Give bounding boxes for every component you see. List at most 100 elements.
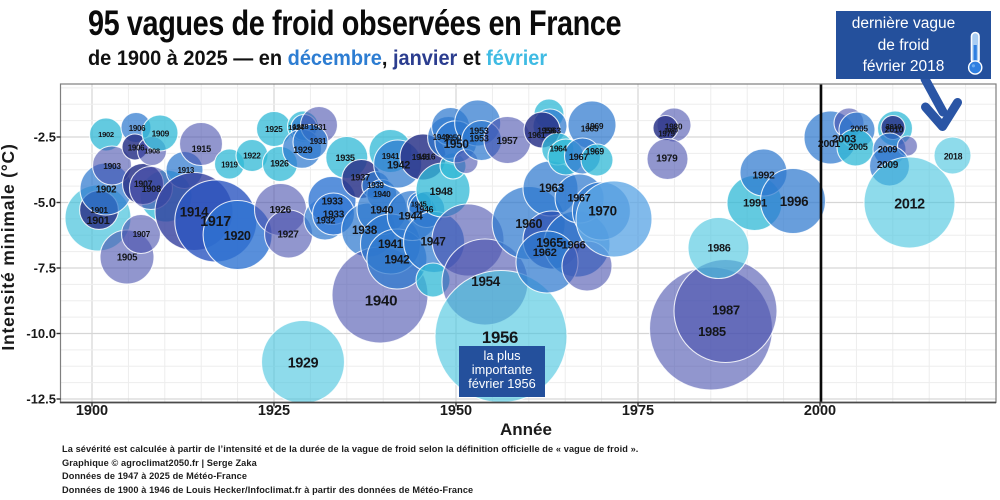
svg-text:1907: 1907: [133, 229, 151, 239]
svg-text:1928: 1928: [293, 122, 309, 131]
svg-text:1975: 1975: [622, 403, 654, 419]
svg-text:2009: 2009: [877, 160, 899, 171]
svg-text:Intensité minimale (°C): Intensité minimale (°C): [0, 143, 18, 350]
svg-text:-12.5: -12.5: [26, 392, 56, 407]
svg-text:1900: 1900: [76, 403, 108, 419]
svg-text:1901: 1901: [90, 205, 108, 215]
svg-text:1967: 1967: [567, 192, 590, 204]
svg-text:1940: 1940: [365, 292, 397, 309]
svg-text:1902: 1902: [98, 130, 114, 139]
svg-text:1962: 1962: [533, 247, 557, 259]
svg-text:1942: 1942: [387, 159, 410, 171]
svg-text:1908: 1908: [142, 184, 161, 194]
svg-text:2009: 2009: [878, 144, 897, 154]
svg-text:1947: 1947: [420, 235, 446, 249]
svg-text:-7.5: -7.5: [34, 261, 56, 276]
svg-text:1969: 1969: [586, 121, 604, 131]
svg-text:1992: 1992: [752, 169, 775, 181]
svg-text:-10.0: -10.0: [26, 326, 56, 341]
svg-text:1944: 1944: [399, 211, 424, 223]
svg-text:1980: 1980: [665, 122, 683, 132]
svg-text:1963: 1963: [539, 181, 565, 195]
svg-text:1956: 1956: [482, 328, 518, 347]
svg-text:1987: 1987: [712, 303, 740, 318]
svg-text:1985: 1985: [698, 324, 726, 339]
svg-text:1929: 1929: [288, 356, 319, 372]
svg-text:1954: 1954: [471, 274, 500, 289]
svg-text:1939: 1939: [367, 181, 384, 190]
svg-text:1935: 1935: [335, 153, 354, 163]
svg-text:1915: 1915: [192, 144, 211, 154]
svg-text:2018: 2018: [944, 152, 963, 162]
svg-text:1940: 1940: [373, 189, 391, 199]
svg-text:1905: 1905: [117, 253, 138, 264]
svg-text:1907: 1907: [134, 179, 153, 189]
svg-text:1902: 1902: [96, 185, 116, 196]
svg-text:1946: 1946: [412, 152, 430, 162]
svg-text:1927: 1927: [277, 230, 299, 241]
svg-text:1957: 1957: [496, 136, 518, 147]
svg-text:1950: 1950: [444, 137, 470, 151]
svg-text:1916: 1916: [418, 152, 436, 162]
svg-text:1922: 1922: [243, 150, 261, 160]
svg-text:1950: 1950: [444, 134, 461, 143]
svg-text:1953: 1953: [469, 126, 488, 136]
svg-text:1940: 1940: [370, 204, 393, 216]
svg-text:1970: 1970: [588, 203, 617, 218]
svg-text:1979: 1979: [658, 129, 675, 138]
svg-text:1965: 1965: [581, 124, 599, 134]
svg-text:1933: 1933: [323, 210, 345, 221]
svg-text:1919: 1919: [221, 160, 238, 169]
svg-text:1996: 1996: [780, 194, 809, 209]
svg-text:1961: 1961: [528, 130, 546, 140]
svg-text:1967: 1967: [569, 152, 588, 162]
svg-text:1958: 1958: [537, 126, 555, 136]
svg-text:1979: 1979: [656, 154, 678, 165]
svg-text:1938: 1938: [352, 223, 378, 237]
svg-text:1925: 1925: [265, 124, 283, 134]
svg-text:1913: 1913: [177, 166, 194, 175]
svg-text:1991: 1991: [743, 198, 767, 210]
svg-text:1926: 1926: [270, 205, 292, 216]
svg-text:2005: 2005: [848, 142, 867, 152]
svg-text:1914: 1914: [180, 204, 209, 219]
svg-text:-2.5: -2.5: [34, 130, 56, 145]
svg-text:1960: 1960: [515, 217, 542, 231]
svg-text:1953: 1953: [469, 133, 488, 143]
svg-text:2000: 2000: [804, 403, 836, 419]
svg-text:1986: 1986: [707, 242, 730, 254]
svg-text:2010: 2010: [886, 122, 902, 131]
svg-text:1906: 1906: [129, 124, 146, 133]
svg-text:1926: 1926: [270, 159, 289, 169]
svg-text:Année: Année: [500, 420, 552, 439]
svg-text:1931: 1931: [310, 137, 327, 146]
svg-text:2012: 2012: [894, 197, 925, 213]
svg-text:1909: 1909: [152, 128, 170, 138]
svg-text:1917: 1917: [200, 214, 231, 230]
svg-text:2003: 2003: [832, 134, 856, 146]
svg-text:1965: 1965: [536, 236, 563, 250]
svg-text:1946: 1946: [415, 205, 434, 215]
svg-text:2005: 2005: [850, 124, 868, 134]
svg-text:1969: 1969: [586, 147, 605, 157]
svg-text:2010: 2010: [885, 125, 904, 135]
svg-text:1945: 1945: [411, 199, 428, 208]
svg-text:1931: 1931: [310, 123, 327, 132]
svg-text:2001: 2001: [818, 138, 841, 150]
svg-text:1906: 1906: [128, 143, 145, 152]
svg-text:1920: 1920: [224, 229, 251, 243]
svg-text:1901: 1901: [86, 215, 109, 227]
svg-text:1950: 1950: [440, 403, 472, 419]
svg-text:1908: 1908: [144, 147, 160, 156]
svg-text:-5.0: -5.0: [34, 195, 56, 210]
svg-text:1942: 1942: [384, 252, 410, 266]
svg-text:1963: 1963: [543, 126, 561, 136]
svg-text:1980: 1980: [664, 127, 678, 134]
svg-text:1941: 1941: [378, 237, 404, 251]
svg-text:1925: 1925: [258, 403, 290, 419]
svg-text:1941: 1941: [382, 151, 400, 161]
svg-text:1924: 1924: [288, 123, 305, 132]
svg-text:1903: 1903: [103, 161, 121, 171]
svg-text:1929: 1929: [293, 145, 312, 155]
svg-text:1937: 1937: [351, 172, 370, 182]
